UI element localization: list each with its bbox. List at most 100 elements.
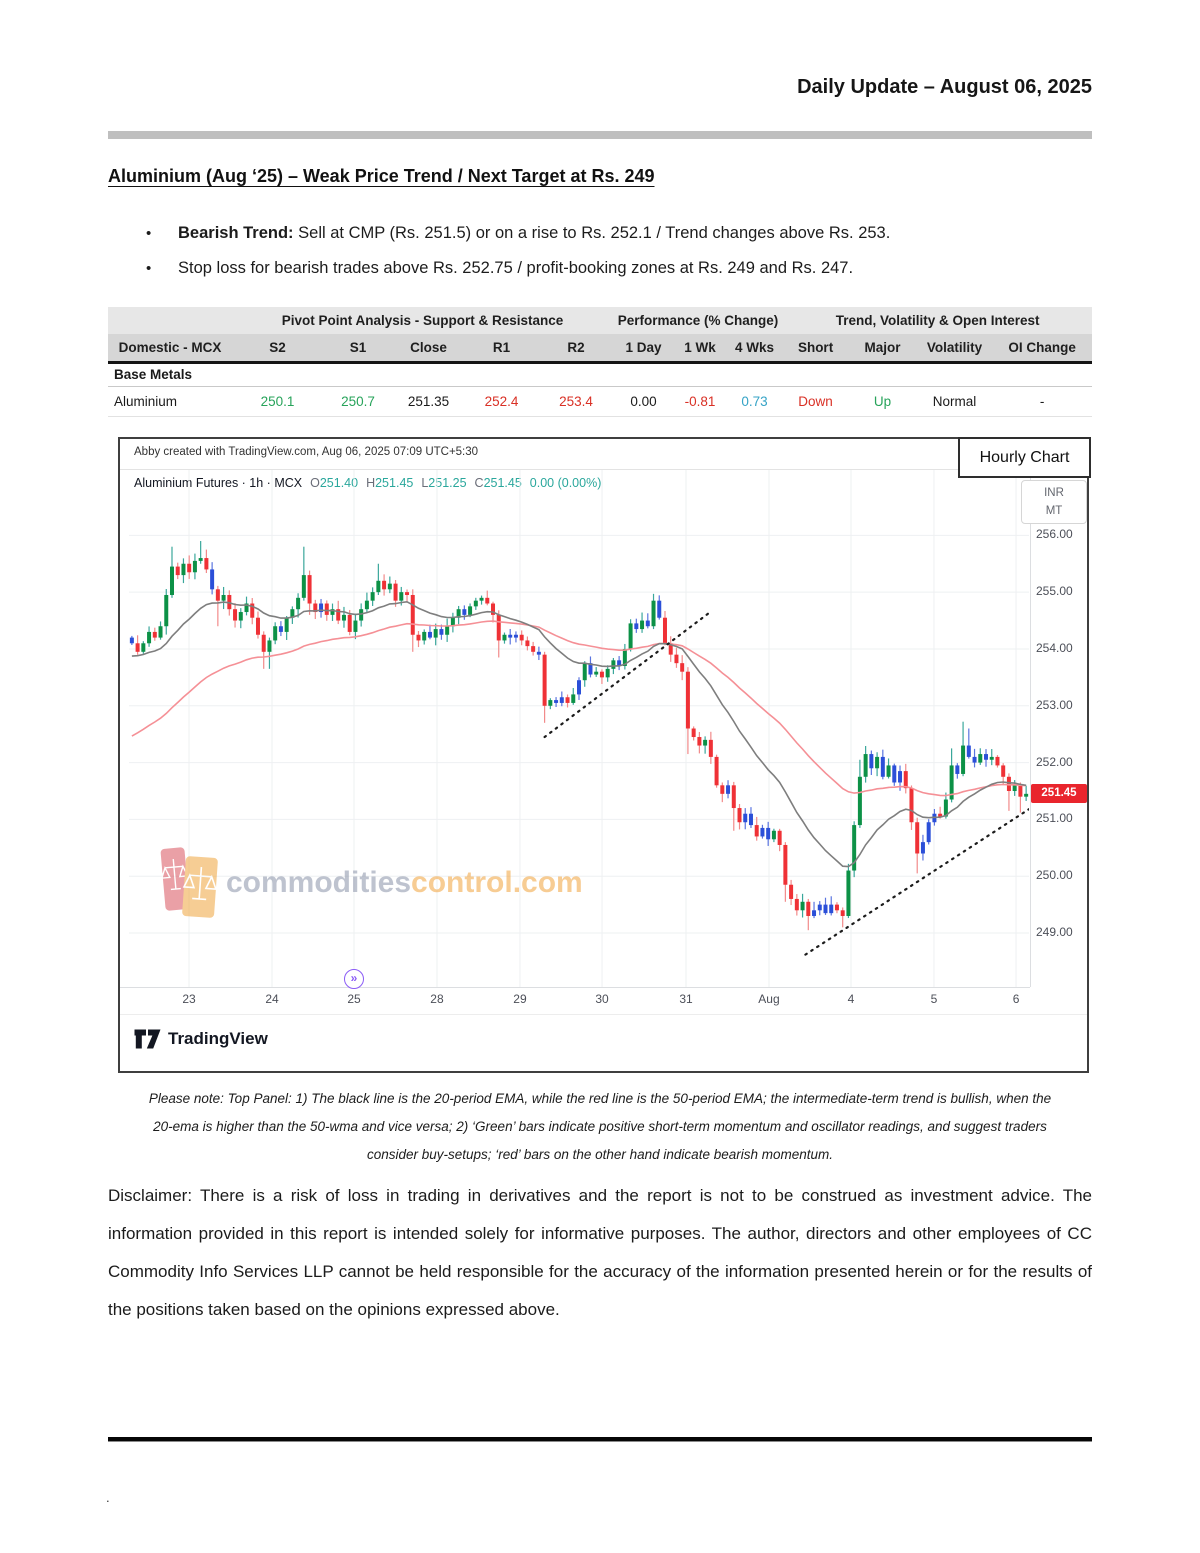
legend-change: 0.00 (0.00%): [529, 476, 602, 490]
watermark-word-1: commodities: [226, 866, 412, 899]
legend-symbol: Aluminium Futures · 1h · MCX: [134, 476, 303, 490]
pivot-analysis-table: Pivot Point Analysis - Support & Resista…: [108, 307, 1093, 417]
table-column-header: R2: [539, 334, 614, 362]
table-column-header: Short: [783, 334, 849, 362]
table-column-header: 1 Wk: [674, 334, 727, 362]
table-cell: Up: [848, 386, 918, 417]
footer-divider: [108, 1437, 1092, 1442]
tradingview-logo-icon: [134, 1029, 161, 1049]
price-tick-label: 252.00: [1036, 754, 1073, 769]
table-column-header: 1 Day: [613, 334, 675, 362]
price-chart-panel: Abby created with TradingView.com, Aug 0…: [118, 437, 1091, 1073]
price-tick-label: 251.00: [1036, 811, 1073, 826]
table-column-header: Domestic - MCX: [108, 334, 232, 362]
trendline: [804, 808, 1029, 956]
table-cell: 250.7: [323, 386, 393, 417]
table-cell: -0.81: [674, 386, 727, 417]
bullet-text: Stop loss for bearish trades above Rs. 2…: [178, 259, 854, 277]
price-tick-label: 250.00: [1036, 868, 1073, 883]
watermark-word-2: control.com: [411, 866, 583, 899]
legend-ohlc-key: H: [366, 476, 376, 490]
commoditiescontrol-logo-icon: [160, 847, 218, 918]
tradingview-logo-text: TradingView: [168, 1029, 268, 1048]
chart-header-divider: [120, 469, 1087, 470]
time-axis-label: 23: [182, 992, 196, 1006]
legend-ohlc-key: C: [474, 476, 484, 490]
table-cell: Down: [783, 386, 849, 417]
table-column-header-row: Domestic - MCX S2 S1 Close R1 R2 1 Day 1 Wk 4 Wk…: [108, 334, 1093, 362]
table-section-label: Base Metals: [108, 360, 1093, 387]
table-cell: 252.4: [464, 386, 539, 417]
table-column-header: Major: [848, 334, 918, 362]
table-cell: Aluminium: [108, 386, 232, 417]
report-date-title: Daily Update – August 06, 2025: [797, 76, 1092, 98]
header-divider: [108, 131, 1092, 139]
legend-ohlc-value: 251.25: [428, 476, 467, 490]
chart-attribution: Abby created with TradingView.com, Aug 0…: [134, 446, 479, 458]
table-column-header: S2: [232, 334, 323, 362]
time-axis-separator: [120, 987, 1030, 988]
candlestick-plot: [129, 470, 1029, 987]
legend-ohlc-value: 251.45: [375, 476, 414, 490]
price-tick-label: 254.00: [1036, 640, 1073, 655]
table-row: Aluminium 250.1 250.7 251.35 252.4 253.4 0.00-…: [108, 386, 1093, 417]
table-group-header-row: Pivot Point Analysis - Support & Resista…: [108, 307, 1093, 334]
table-section-row: Base Metals: [108, 360, 1093, 387]
table-column-header: Close: [393, 334, 464, 362]
table-cell: 250.1: [232, 386, 323, 417]
ema-line-50: [131, 620, 1027, 797]
legend-ohlc-key: O: [310, 476, 320, 490]
table-cell: Normal: [917, 386, 993, 417]
legend-ohlc-key: L: [421, 476, 429, 490]
currency-unit-toggle: INR MT: [1021, 480, 1087, 524]
table-column-header: 4 Wks: [726, 334, 784, 362]
disclaimer-text: Disclaimer: There is a risk of loss in t…: [108, 1186, 1092, 1319]
time-axis-label: 30: [595, 992, 609, 1006]
table-column-header: OI Change: [992, 334, 1093, 362]
time-axis-label: 28: [430, 992, 444, 1006]
summary-bullets: • Bearish Trend: Sell at CMP (Rs. 251.5) …: [140, 216, 1080, 286]
unit-label: MT: [1045, 505, 1063, 517]
time-axis-label: Aug: [758, 992, 780, 1006]
table-cell: 251.35: [393, 386, 464, 417]
table-cell: -: [992, 386, 1093, 417]
time-axis-label: 6: [1012, 992, 1020, 1006]
chart-footnote: Please note: Top Panel: 1) The black lin…: [100, 1085, 1100, 1169]
bullet-item: • Stop loss for bearish trades above Rs. …: [140, 251, 1080, 286]
price-tick-label: 255.00: [1036, 584, 1073, 599]
table-cell: 253.4: [539, 386, 614, 417]
table-group-header: Performance (% Change): [613, 307, 784, 334]
table-group-header: [108, 307, 232, 334]
time-axis-label: 31: [679, 992, 693, 1006]
time-axis-label: 4: [847, 992, 855, 1006]
time-axis-label: 29: [513, 992, 527, 1006]
axis-bottom-border: [120, 1014, 1087, 1015]
table-column-header: R1: [464, 334, 539, 362]
last-price-badge: 251.45: [1031, 784, 1087, 804]
footer-period: .: [106, 1490, 110, 1505]
time-axis-label: 5: [930, 992, 938, 1006]
price-tick-label: 256.00: [1036, 527, 1073, 542]
commoditiescontrol-watermark: commoditiescontrol.com: [160, 845, 583, 921]
chart-legend: Aluminium Futures · 1h · MCX O251.40 H251.…: [134, 476, 601, 490]
table-cell: 0.00: [613, 386, 675, 417]
bullet-bold-text: Bearish Trend:: [178, 224, 294, 242]
currency-label: INR: [1044, 487, 1064, 499]
page-title: Aluminium (Aug ‘25) – Weak Price Trend /…: [108, 166, 655, 186]
table-column-header: Volatility: [917, 334, 993, 362]
legend-ohlc-value: 251.40: [319, 476, 359, 490]
candles: [129, 541, 1029, 931]
hourly-chart-label: Hourly Chart: [958, 437, 1091, 478]
price-tick-label: 249.00: [1036, 925, 1073, 940]
footnote-line: Please note: Top Panel: 1) The black lin…: [148, 1091, 1052, 1106]
bullet-icon: •: [146, 225, 152, 242]
legend-ohlc-value: 251.45: [483, 476, 522, 490]
replay-marker-icon[interactable]: »: [344, 969, 364, 989]
table-group-header: Trend, Volatility & Open Interest: [783, 307, 1093, 334]
bullet-text: Sell at CMP (Rs. 251.5) or on a rise to …: [293, 224, 891, 242]
table-group-header: Pivot Point Analysis - Support & Resista…: [232, 307, 614, 334]
tradingview-logo[interactable]: TradingView: [134, 1029, 268, 1049]
ema-line-20: [131, 600, 1027, 868]
time-axis-label: 25: [347, 992, 361, 1006]
bullet-item: • Bearish Trend: Sell at CMP (Rs. 251.5) …: [140, 216, 1080, 251]
